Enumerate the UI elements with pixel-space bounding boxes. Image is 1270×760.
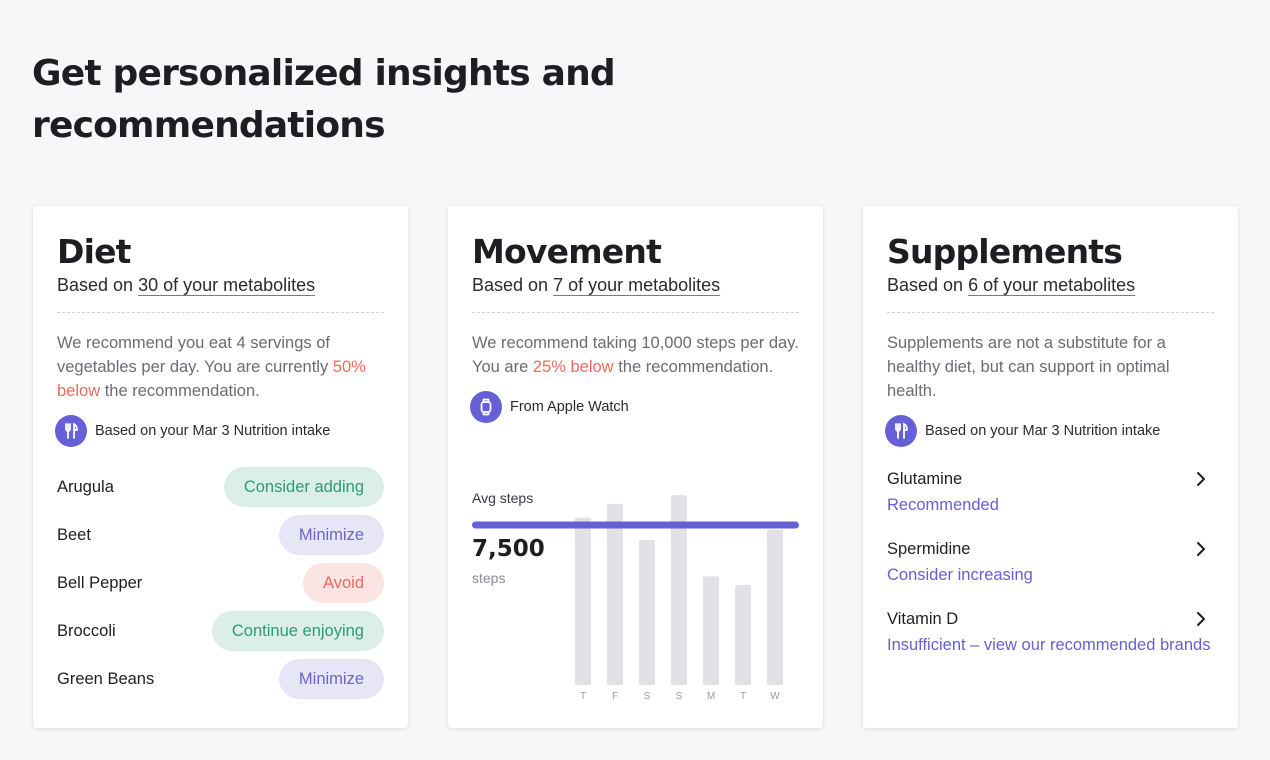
supplements-source-text: Based on your Mar 3 Nutrition intake	[925, 423, 1161, 439]
diet-desc-text-end: the recommendation.	[100, 382, 260, 400]
steps-bar	[703, 576, 719, 685]
list-item: Green Beans Minimize	[57, 659, 384, 699]
diet-description: We recommend you eat 4 servings of veget…	[57, 331, 384, 403]
diet-title: Diet	[57, 232, 131, 271]
food-name: Arugula	[57, 477, 114, 496]
steps-bar	[671, 495, 687, 685]
list-item: Arugula Consider adding	[57, 467, 384, 507]
steps-bar	[575, 517, 591, 685]
recommendation-tag[interactable]: Minimize	[278, 659, 384, 699]
food-name: Bell Pepper	[57, 573, 143, 592]
food-name: Beet	[57, 525, 91, 544]
steps-bar	[735, 584, 751, 685]
day-tick-label: S	[676, 691, 683, 702]
movement-metabolites-link[interactable]: 7 of your metabolites	[553, 275, 721, 295]
steps-bar	[767, 529, 783, 685]
diet-subtitle: Based on 30 of your metabolites	[57, 272, 384, 298]
supplement-item[interactable]: Glutamine Recommended	[887, 469, 1214, 517]
diet-source-text: Based on your Mar 3 Nutrition intake	[95, 423, 331, 439]
diet-list: Arugula Consider adding Beet Minimize Be…	[57, 467, 384, 699]
list-item: Bell Pepper Avoid	[57, 563, 384, 603]
supplements-list: Glutamine Recommended Spermidine Conside…	[887, 469, 1214, 657]
movement-description: We recommend taking 10,000 steps per day…	[472, 331, 799, 379]
supplement-item[interactable]: Spermidine Consider increasing	[887, 539, 1214, 587]
food-name: Green Beans	[57, 669, 155, 688]
day-tick-label: T	[740, 691, 746, 702]
chevron-right-icon[interactable]	[1196, 471, 1206, 492]
movement-desc-highlight: 25% below	[532, 358, 614, 376]
movement-desc-text: We recommend taking 10,000 steps per day…	[472, 334, 799, 376]
list-item: Broccoli Continue enjoying	[57, 611, 384, 651]
steps-bar	[607, 503, 623, 685]
watch-icon	[470, 391, 502, 423]
diet-desc-text: We recommend you eat 4 servings of veget…	[57, 334, 333, 376]
supplement-name: Vitamin D	[887, 610, 959, 628]
movement-desc-text-end: the recommendation.	[613, 358, 774, 376]
diet-card: Diet Based on 30 of your metabolites We …	[33, 206, 408, 728]
day-tick-label: T	[580, 691, 586, 702]
movement-title: Movement	[472, 232, 662, 271]
supplements-source: Based on your Mar 3 Nutrition intake	[885, 415, 1214, 447]
recommendation-tag[interactable]: Consider adding	[223, 467, 384, 507]
supplements-metabolites-link[interactable]: 6 of your metabolites	[968, 275, 1136, 295]
fork-knife-icon	[55, 415, 87, 447]
avg-steps-value: 7,500	[472, 536, 545, 562]
supplement-name: Spermidine	[887, 540, 971, 558]
diet-metabolites-link[interactable]: 30 of your metabolites	[138, 275, 316, 295]
divider	[472, 312, 799, 313]
divider	[887, 312, 1214, 313]
supplements-title: Supplements	[887, 232, 1123, 271]
steps-chart: T F S S M T W Avg steps 7,500 steps	[472, 476, 799, 706]
supplements-subtitle-prefix: Based on	[887, 275, 969, 295]
supplements-card: Supplements Based on 6 of your metabolit…	[863, 206, 1238, 728]
fork-knife-icon	[885, 415, 917, 447]
chevron-right-icon[interactable]	[1196, 611, 1206, 632]
day-tick-label: M	[707, 691, 715, 702]
steps-bar	[639, 540, 655, 685]
diet-source: Based on your Mar 3 Nutrition intake	[55, 415, 384, 447]
avg-steps-unit: steps	[472, 570, 506, 586]
movement-subtitle: Based on 7 of your metabolites	[472, 272, 799, 298]
supplement-name: Glutamine	[887, 470, 963, 488]
supplement-status[interactable]: Consider increasing	[887, 566, 1033, 584]
supplement-status[interactable]: Insufficient – view our recommended bran…	[887, 636, 1211, 654]
supplements-subtitle: Based on 6 of your metabolites	[887, 272, 1214, 298]
day-tick-label: W	[770, 691, 780, 702]
chevron-right-icon[interactable]	[1196, 541, 1206, 562]
movement-source: From Apple Watch	[470, 391, 799, 423]
day-tick-label: S	[644, 691, 651, 702]
movement-source-text: From Apple Watch	[510, 399, 629, 415]
divider	[57, 312, 384, 313]
avg-steps-label: Avg steps	[472, 490, 534, 506]
list-item: Beet Minimize	[57, 515, 384, 555]
supplement-item[interactable]: Vitamin D Insufficient – view our recomm…	[887, 609, 1214, 657]
page-title: Get personalized insights and recommenda…	[32, 53, 616, 146]
recommendation-tag[interactable]: Avoid	[303, 563, 384, 603]
diet-desc-highlight: 50% below	[57, 358, 366, 400]
movement-card: Movement Based on 7 of your metabolites …	[448, 206, 823, 728]
supplements-description: Supplements are not a substitute for a h…	[887, 334, 1170, 400]
movement-subtitle-prefix: Based on	[472, 275, 554, 295]
recommendation-tag[interactable]: Minimize	[278, 515, 384, 555]
food-name: Broccoli	[57, 621, 116, 640]
avg-steps-line	[472, 521, 799, 529]
day-tick-label: F	[612, 691, 618, 702]
supplement-status[interactable]: Recommended	[887, 496, 999, 514]
diet-subtitle-prefix: Based on	[57, 275, 139, 295]
recommendation-tag[interactable]: Continue enjoying	[211, 611, 384, 651]
